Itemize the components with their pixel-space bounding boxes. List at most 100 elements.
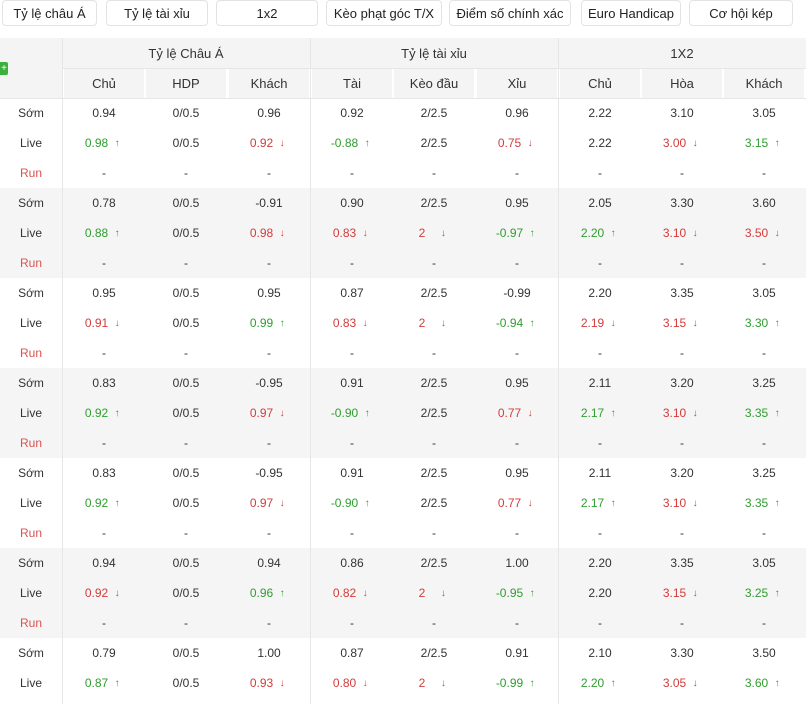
odds-cell: 0.83 (64, 458, 144, 488)
odds-value: 0.79 (92, 646, 116, 660)
odds-cell: - (64, 338, 144, 368)
odds-value: 2/2.5 (420, 496, 448, 510)
row-label: Sớm (18, 466, 44, 480)
odds-value: 0.91 (340, 376, 364, 390)
col-draw-header: Hòa (642, 68, 722, 98)
row-label: Live (19, 316, 42, 330)
odds-value: 0.96 (257, 106, 281, 120)
odds-value: 3.15 (662, 586, 687, 600)
odds-cell: 0.87 (312, 638, 392, 668)
odds-value: 3.05 (752, 556, 776, 570)
odds-value: 0/0.5 (172, 226, 200, 240)
tab-corner-over-under[interactable]: Kèo phạt góc T/X (326, 0, 442, 26)
tab-1x2[interactable]: 1x2 (216, 0, 318, 26)
odds-cell: 3.15 ↓ (642, 578, 722, 608)
odds-value: - (515, 346, 519, 360)
odds-cell: 0.92 ↓ (64, 578, 144, 608)
odds-value: 0.82 (332, 586, 357, 600)
odds-cell: 2.17 ↑ (560, 398, 640, 428)
odds-value: 0/0.5 (172, 106, 200, 120)
odds-cell: 3.00 ↓ (642, 128, 722, 158)
odds-cell: - (64, 518, 144, 548)
odds-cell: 0.98 ↑ (64, 128, 144, 158)
odds-value: - (350, 166, 354, 180)
odds-value: - (598, 436, 602, 450)
odds-value: 2/2.5 (420, 376, 448, 390)
odds-cell: 0.94 (229, 548, 309, 578)
odds-value: 2 (418, 676, 426, 690)
odds-cell: - (312, 698, 392, 704)
expand-icon[interactable]: + (0, 62, 8, 75)
odds-value: - (432, 436, 436, 450)
odds-value: - (350, 256, 354, 270)
odds-cell: 0/0.5 (146, 458, 226, 488)
odds-cell: - (312, 608, 392, 638)
odds-cell: 2 ↓ (394, 578, 474, 608)
arrow-up-icon: ↑ (529, 587, 535, 599)
odds-cell: - (724, 698, 804, 704)
odds-value: 0.91 (505, 646, 529, 660)
tab-over-under[interactable]: Tỷ lệ tài xỉu (106, 0, 208, 26)
odds-cell: - (64, 428, 144, 458)
row-label: Live (19, 586, 42, 600)
bookmaker-group: Sớm 0.95 0/0.5 0.95 0.87 2/2.5 -0.99 2.20 3.35 3.… (0, 278, 806, 368)
odds-cell: 0.95 (64, 278, 144, 308)
col-over-header: Tài (312, 68, 392, 98)
odds-cell: 3.25 (724, 368, 804, 398)
odds-value: 0.92 (84, 406, 109, 420)
tab-euro-handicap[interactable]: Euro Handicap (581, 0, 681, 26)
row-label: Run (19, 616, 42, 630)
odds-value: 3.25 (752, 376, 776, 390)
odds-value: 2.11 (588, 376, 612, 390)
odds-value: 2/2.5 (420, 106, 448, 120)
odds-cell: - (394, 698, 474, 704)
odds-cell: 2 ↓ (394, 668, 474, 698)
tab-double-chance[interactable]: Cơ hội kép (689, 0, 793, 26)
odds-cell: 0.95 (477, 458, 557, 488)
odds-cell: 0.87 (312, 278, 392, 308)
odds-value: -0.97 (495, 226, 524, 240)
odds-value: - (432, 346, 436, 360)
arrow-up-icon: ↑ (114, 137, 120, 149)
odds-value: 3.35 (744, 406, 769, 420)
odds-cell: 2/2.5 (394, 398, 474, 428)
odds-value: 0/0.5 (172, 136, 200, 150)
odds-cell: 0.87 ↑ (64, 668, 144, 698)
odds-value: -0.95 (255, 466, 283, 480)
odds-value: 3.10 (662, 406, 687, 420)
odds-value: 3.30 (670, 646, 694, 660)
odds-cell: - (146, 698, 226, 704)
odds-value: 2/2.5 (420, 646, 448, 660)
odds-cell: 0.94 (64, 98, 144, 128)
odds-cell: -0.99 (477, 278, 557, 308)
odds-cell: 0.92 ↓ (229, 128, 309, 158)
odds-value: - (267, 616, 271, 630)
odds-cell: -0.97 ↑ (477, 218, 557, 248)
odds-value: 3.10 (662, 496, 687, 510)
odds-value: 2.20 (580, 676, 605, 690)
arrow-up-icon: ↑ (114, 677, 120, 689)
arrow-up-icon: ↑ (774, 137, 780, 149)
odds-value: 0/0.5 (172, 406, 200, 420)
odds-value: 0.91 (84, 316, 109, 330)
odds-cell: 1.00 (477, 548, 557, 578)
odds-value: - (515, 616, 519, 630)
tab-correct-score[interactable]: Điểm số chính xác (449, 0, 571, 26)
odds-cell: 2.17 ↑ (560, 488, 640, 518)
odds-value: 2/2.5 (420, 286, 448, 300)
odds-cell: 3.30 (642, 638, 722, 668)
odds-cell: 0.83 ↓ (312, 218, 392, 248)
odds-value: - (102, 256, 106, 270)
odds-value: - (515, 256, 519, 270)
odds-cell: 3.20 (642, 368, 722, 398)
odds-cell: - (312, 158, 392, 188)
odds-value: 0.92 (84, 586, 109, 600)
odds-cell: 2/2.5 (394, 488, 474, 518)
odds-cell: - (724, 338, 804, 368)
odds-value: 0.83 (332, 316, 357, 330)
arrow-up-icon: ↑ (610, 227, 616, 239)
odds-value: 2.20 (580, 226, 605, 240)
tab-asian-handicap[interactable]: Tỷ lệ châu Á (2, 0, 97, 26)
odds-cell: - (560, 518, 640, 548)
early-odds-row: Sớm 0.94 0/0.5 0.96 0.92 2/2.5 0.96 2.22 3.10 3.0… (0, 98, 806, 128)
